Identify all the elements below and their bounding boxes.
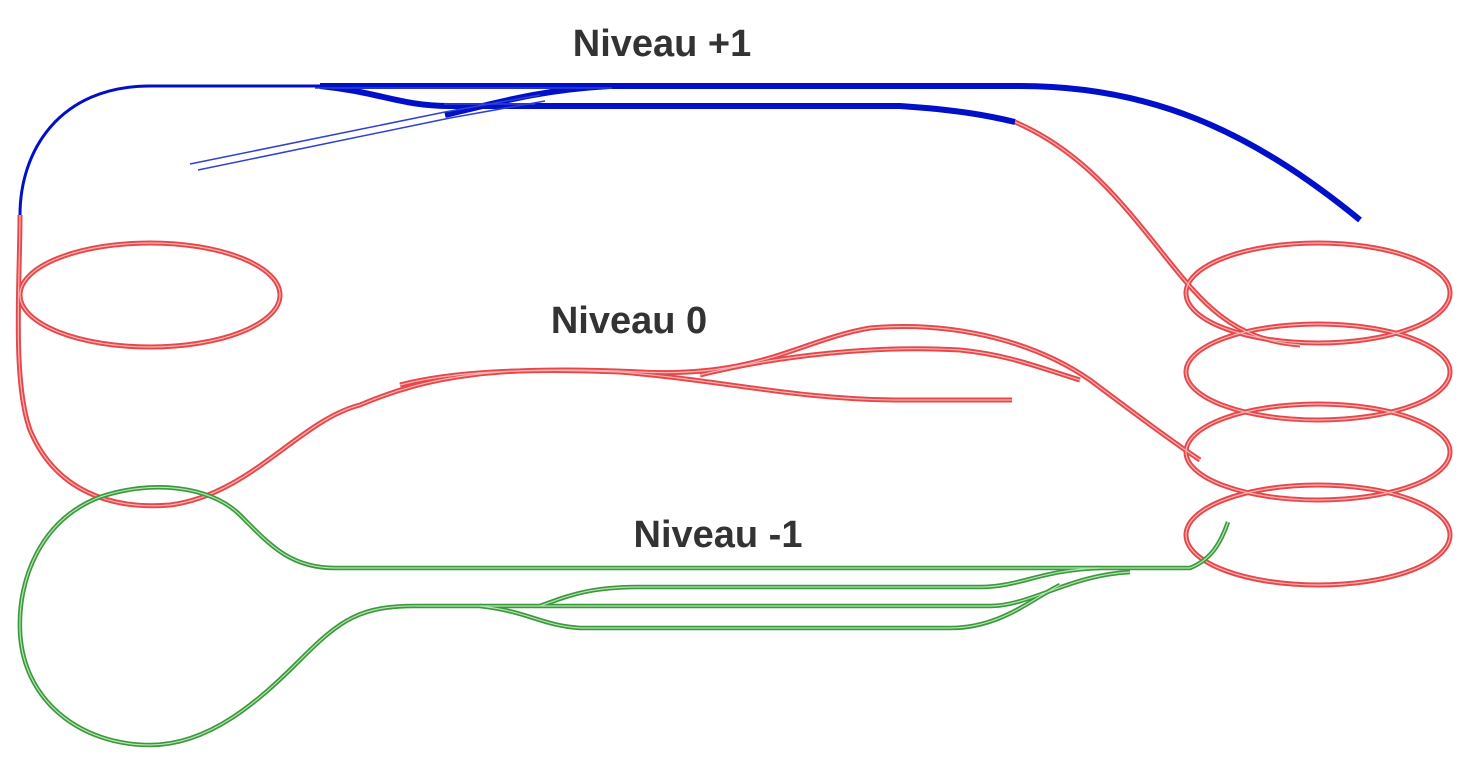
level-minus1-tracks: [20, 487, 1228, 745]
level-plus1-tracks: [18, 83, 1362, 223]
level-label: Niveau -1: [634, 514, 803, 556]
level-label: Niveau 0: [551, 300, 707, 342]
level-label: Niveau +1: [573, 23, 752, 65]
